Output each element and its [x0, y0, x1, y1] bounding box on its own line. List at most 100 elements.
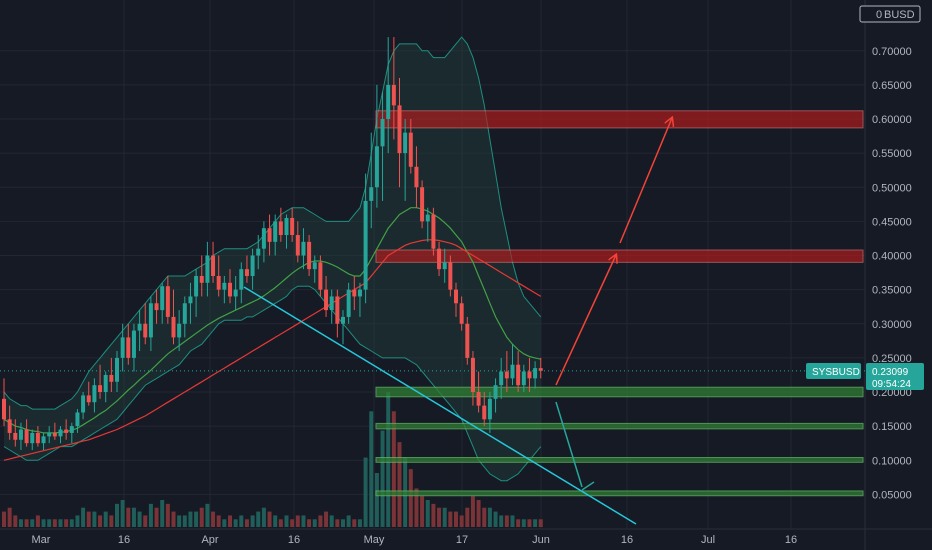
resistance-zone: [375, 110, 864, 129]
candle-body: [278, 221, 283, 236]
volume-bar: [442, 507, 447, 527]
volume-bar: [459, 515, 464, 527]
volume-bar: [24, 519, 29, 527]
candle-body: [120, 337, 125, 358]
x-tick-label: 16: [785, 534, 797, 546]
volume-bar: [521, 519, 526, 527]
candle-body: [58, 429, 63, 437]
volume-bar: [487, 507, 492, 527]
candle-body: [115, 357, 119, 382]
candle-body: [499, 371, 504, 386]
y-tick-label: 0.25000: [872, 353, 912, 365]
candle-body: [312, 262, 317, 270]
candle-body: [352, 289, 357, 297]
volume-bar: [425, 500, 430, 527]
price-zones: [375, 110, 864, 497]
volume-bar: [504, 515, 509, 527]
time-axis[interactable]: Mar 16 Apr 16 May 17 Jun 16 Jul 16: [32, 534, 798, 546]
candle-body: [482, 405, 487, 420]
volume-bar: [30, 519, 35, 527]
volume-bar: [2, 511, 6, 527]
volume-bar: [143, 515, 148, 527]
y-tick-label: 0.60000: [872, 114, 912, 126]
support-zone: [375, 386, 864, 398]
candle-body: [143, 323, 148, 338]
candle-body: [92, 385, 97, 403]
candle-body: [137, 323, 142, 331]
volume-bar: [165, 503, 170, 527]
volume-bar: [261, 507, 266, 527]
volume-bar: [35, 515, 40, 527]
volume-bar: [47, 519, 52, 527]
volume-bar: [267, 511, 272, 527]
candle-body: [182, 303, 187, 324]
candle-body: [380, 119, 385, 147]
candle-body: [2, 398, 6, 420]
bar-countdown: 09:54:24: [872, 379, 911, 390]
candle-body: [222, 282, 227, 290]
support-zone: [375, 490, 864, 497]
candle-body: [459, 303, 464, 324]
volume-bar: [92, 511, 97, 527]
volume-bar: [7, 507, 12, 527]
candle-body: [533, 368, 538, 379]
volume-bar: [538, 519, 543, 527]
candle-body: [148, 303, 153, 338]
candle-body: [103, 374, 108, 392]
candle-body: [7, 419, 12, 433]
volume-bar: [244, 519, 249, 527]
volume-bar: [182, 515, 187, 527]
price-axis[interactable]: 0.70000 0.65000 0.60000 0.55000 0.50000 0.450…: [872, 46, 912, 502]
candle-body: [233, 289, 238, 297]
candle-body: [516, 364, 521, 386]
support-zone: [375, 457, 864, 463]
y-tick-label: 0.10000: [872, 455, 912, 467]
x-tick-label: 16: [118, 534, 130, 546]
candle-body: [290, 217, 295, 236]
volume-bar: [465, 507, 470, 527]
candle-body: [211, 255, 216, 276]
volume-bar: [188, 511, 193, 527]
candle-body: [109, 374, 114, 382]
candle-body: [391, 84, 396, 106]
candle-body: [228, 282, 232, 297]
candle-body: [504, 371, 509, 379]
candle-body: [267, 228, 272, 242]
candle-body: [335, 296, 340, 324]
candle-body: [261, 228, 266, 249]
x-tick-label: Jul: [701, 534, 715, 546]
currency-label-box[interactable]: [859, 5, 921, 23]
volume-bar: [284, 515, 289, 527]
currency-label: BUSD: [884, 9, 915, 21]
candle-body: [324, 289, 329, 311]
volume-bar: [126, 507, 131, 527]
candle-body: [403, 132, 408, 154]
candle-body: [295, 235, 300, 256]
candle-body: [369, 187, 374, 201]
y-tick-label: 0.65000: [872, 80, 912, 92]
volume-bar: [391, 411, 396, 527]
volume-bar: [414, 488, 419, 527]
candle-body: [126, 337, 131, 358]
volume-bar: [120, 500, 125, 527]
candle-body: [425, 214, 430, 222]
x-tick-label: May: [364, 534, 385, 546]
volume-bar: [154, 507, 159, 527]
volume-bar: [216, 515, 221, 527]
candle-body: [408, 132, 413, 167]
candle-body: [188, 296, 193, 304]
candle-body: [420, 187, 425, 222]
candle-body: [454, 289, 458, 304]
y-tick-label: 0.45000: [872, 216, 912, 228]
volume-bar: [211, 511, 216, 527]
volume-bar: [228, 515, 232, 527]
candle-body: [98, 385, 103, 392]
candle-body: [437, 248, 442, 270]
x-tick-label: 16: [288, 534, 300, 546]
candle-body: [329, 296, 334, 311]
y-tick-label: 0.15000: [872, 421, 912, 433]
volume-bar: [250, 515, 255, 527]
last-price-box: [866, 363, 924, 390]
